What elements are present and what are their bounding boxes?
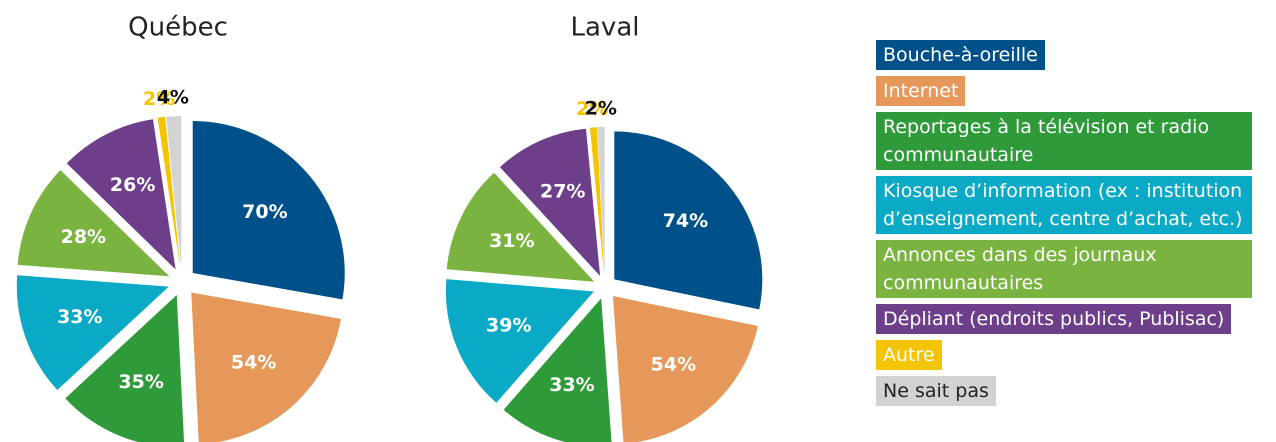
pie-slice [66,119,176,270]
pie-slice [157,116,181,269]
data-label: 26% [110,174,155,196]
chart-title: Laval [571,13,640,43]
data-label: 35% [118,371,163,393]
pie-slice [65,294,185,442]
pie-slice [503,298,612,442]
data-label: 70% [242,201,287,223]
data-label: 2% [576,98,608,120]
legend-item: Dépliant (endroits publics, Publisac) [876,304,1232,334]
legend: Bouche-à-oreille Internet Reportages à la … [876,40,1252,406]
data-label: 54% [651,354,696,376]
pie-slice [17,170,170,277]
pie-slice [612,296,758,442]
data-label: 28% [61,226,106,248]
data-label: 2% [143,88,175,110]
charts: Québec70%54%35%33%28%26%2%4%Laval74%54%3… [16,13,763,442]
data-label: 31% [489,230,534,252]
pie-slice [16,275,169,391]
pie-slice [166,116,182,269]
data-label: 54% [231,352,276,374]
legend-item: Ne sait pas [876,376,996,406]
data-label: 4% [157,87,189,109]
pie-slice [445,279,594,403]
pie-slice [192,121,345,300]
data-label: 39% [486,314,531,336]
data-label: 33% [57,306,102,328]
data-label: 2% [585,98,617,120]
pie-slice [597,127,605,276]
legend-item: Reportages à la télévision et radio comm… [876,112,1252,170]
pie-slice [446,172,595,282]
chart-title: Québec [128,13,228,43]
legend-item: Autre [876,340,942,370]
data-label: 74% [663,210,708,232]
pie-slice [499,128,601,277]
data-label: 33% [549,374,594,396]
legend-item: Annonces dans des journaux communautaire… [876,240,1252,298]
data-label: 27% [540,181,585,203]
pie-slice [191,292,341,442]
legend-item: Kiosque d’information (ex : institution … [876,176,1252,234]
legend-item: Bouche-à-oreille [876,40,1045,70]
legend-item: Internet [876,76,966,106]
pie-slice [589,127,605,276]
pie-slice [614,131,763,310]
